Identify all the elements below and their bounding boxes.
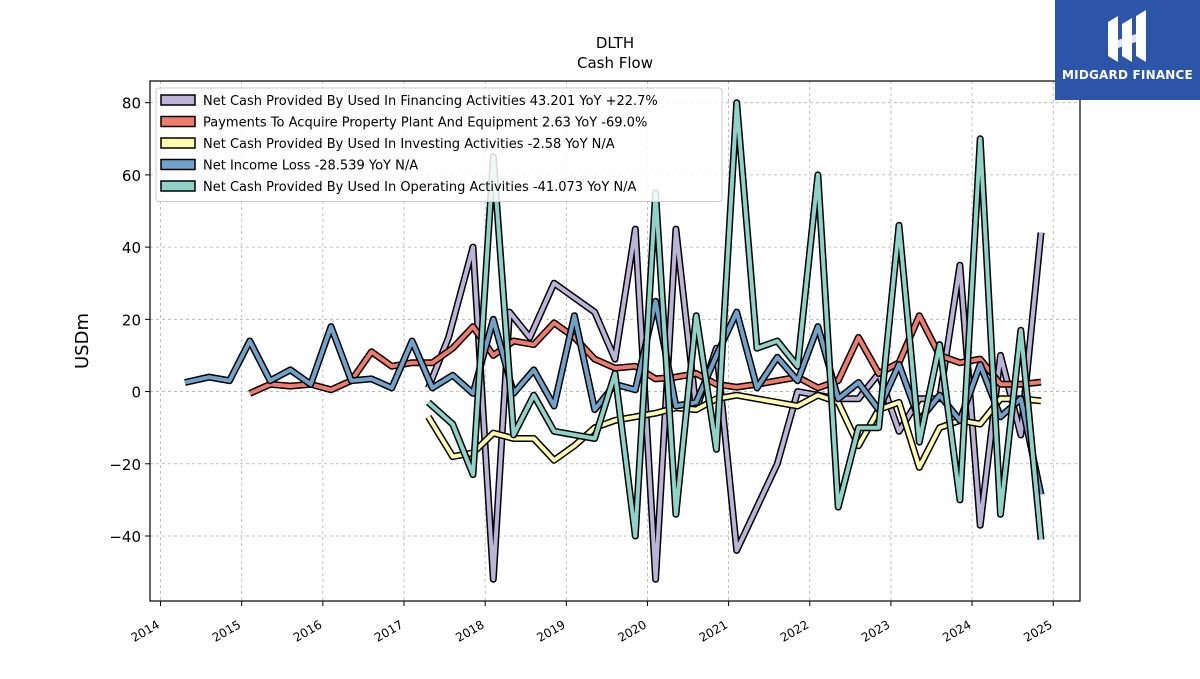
- brand-name: MIDGARD FINANCE: [1062, 68, 1193, 82]
- series-group-4: [426, 99, 1045, 540]
- legend-label: Net Cash Provided By Used In Investing A…: [203, 137, 615, 152]
- series-lines: [184, 99, 1045, 583]
- chart-subtitle: Cash Flow: [577, 54, 653, 72]
- legend-label: Net Income Loss -28.539 YoY N/A: [203, 159, 418, 174]
- x-tick-label: 2020: [616, 617, 649, 644]
- x-tick-label: 2017: [372, 617, 405, 644]
- series-line: [427, 100, 1043, 540]
- series-line: [426, 393, 1042, 470]
- legend-swatch: [160, 94, 196, 106]
- legend-box: [155, 87, 723, 202]
- chart-title: DLTH: [596, 34, 634, 52]
- legend-label: Net Cash Provided By Used In Operating A…: [203, 180, 637, 195]
- y-axis-label: USDm: [72, 313, 93, 369]
- y-tick-label: 40: [122, 239, 141, 257]
- plot-frame: [149, 80, 1081, 602]
- y-tick-label: 80: [122, 95, 141, 113]
- legend-swatch: [160, 137, 196, 149]
- x-tick-label: 2022: [778, 617, 811, 644]
- x-tick-label: 2023: [859, 617, 892, 644]
- y-tick-label: 20: [122, 311, 141, 329]
- midgard-finance-logo: MIDGARD FINANCE: [1055, 0, 1200, 100]
- x-tick-label: 2014: [129, 617, 162, 644]
- y-tick-label: 60: [122, 167, 141, 185]
- x-tick-label: 2019: [534, 617, 567, 644]
- x-tick-label: 2021: [697, 617, 730, 644]
- y-tick-label: −20: [109, 456, 141, 474]
- midgard-logo-icon: [1108, 10, 1146, 62]
- legend-swatch: [160, 115, 196, 128]
- x-tick-label: 2025: [1021, 617, 1054, 644]
- legend-swatch: [160, 180, 196, 192]
- x-tick-label: 2016: [291, 617, 324, 644]
- legend-swatch: [160, 158, 196, 171]
- series-group-2: [425, 391, 1042, 471]
- legend: Net Cash Provided By Used In Financing A…: [155, 87, 723, 202]
- y-tick-label: −40: [109, 528, 141, 546]
- x-tick-label: 2018: [453, 617, 486, 644]
- x-tick-label: 2015: [210, 617, 243, 644]
- x-tick-label: 2024: [940, 617, 973, 644]
- y-tick-label: 0: [131, 384, 141, 402]
- legend-label: Payments To Acquire Property Plant And E…: [203, 116, 647, 131]
- legend-label: Net Cash Provided By Used In Financing A…: [203, 94, 658, 109]
